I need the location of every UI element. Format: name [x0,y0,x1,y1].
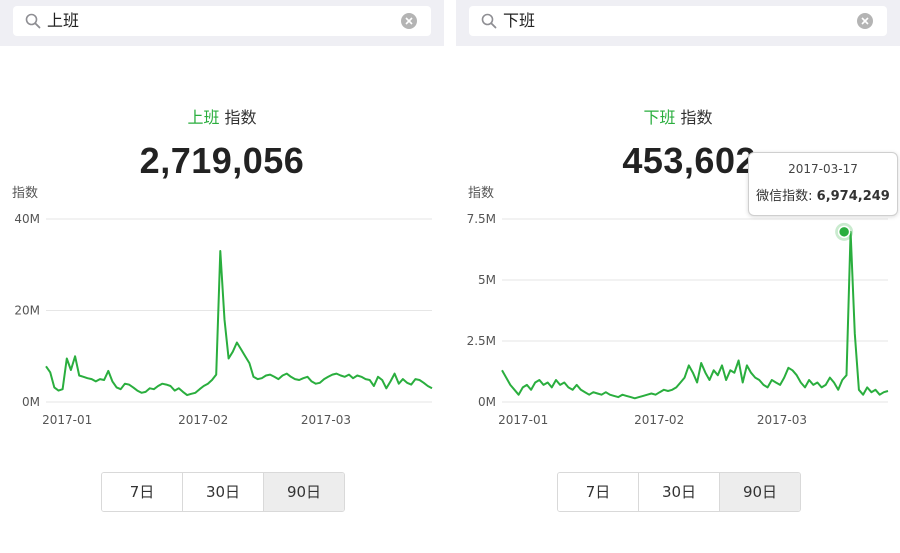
y-tick-label: 7.5M [467,212,496,226]
tab-30d[interactable]: 30日 [183,473,264,511]
index-value: 453,602 [622,140,756,181]
line-chart: 0M 20M 40M 2017-01 2017-02 2017-03 [14,212,433,427]
x-tick-label: 2017-03 [757,413,807,427]
tooltip-label: 微信指数: [756,189,817,204]
y-tick-label: 5M [478,273,496,287]
search-icon [481,13,497,29]
title-keyword: 上班 [187,108,220,127]
title-keyword: 下班 [643,108,676,127]
search-bar: 上班 [0,0,444,46]
clear-icon[interactable] [401,13,417,29]
y-axis-label: 指数 [468,186,495,201]
tooltip-date: 2017-03-17 [788,162,858,176]
clear-icon[interactable] [857,13,873,29]
tab-90d[interactable]: 90日 [264,473,344,511]
y-axis-label: 指数 [12,186,39,201]
search-query: 上班 [47,11,80,30]
data-tooltip: 2017-03-17 微信指数: 6,974,249 [748,152,898,216]
y-tick-label: 20M [14,304,40,318]
search-input[interactable]: 下班 [469,6,887,36]
y-tick-label: 40M [14,212,40,226]
search-query: 下班 [503,11,536,30]
tab-7d[interactable]: 7日 [558,473,639,511]
search-bar: 下班 [456,0,900,46]
x-tick-label: 2017-01 [498,413,548,427]
tab-7d[interactable]: 7日 [102,473,183,511]
panel-divider [444,0,456,553]
search-input[interactable]: 上班 [13,6,431,36]
title-suffix: 指数 [680,108,713,127]
title-suffix: 指数 [224,108,257,127]
y-tick-label: 0M [478,395,496,409]
tab-30d[interactable]: 30日 [639,473,720,511]
x-tick-label: 2017-02 [634,413,684,427]
x-tick-label: 2017-03 [301,413,351,427]
tooltip-value: 微信指数: 6,974,249 [749,185,897,204]
x-tick-label: 2017-02 [178,413,228,427]
index-title: 下班 指数 [456,104,900,128]
y-tick-label: 2.5M [467,334,496,348]
index-value: 2,719,056 [139,140,305,181]
search-icon [25,13,41,29]
right-panel: 下班 下班 指数 453,602 指数 0M 2.5M 5M 7.5M 2017-01 2… [456,0,900,553]
y-tick-label: 0M [22,395,40,409]
tab-90d[interactable]: 90日 [720,473,800,511]
highlight-point[interactable] [837,225,851,239]
series-line [501,230,889,400]
range-tabs: 7日 30日 90日 [557,472,801,512]
series-line [45,250,433,397]
line-chart: 0M 2.5M 5M 7.5M 2017-01 2017-02 2017-03 [467,212,889,427]
x-tick-label: 2017-01 [42,413,92,427]
tooltip-number: 6,974,249 [816,189,890,204]
left-panel: 上班 上班 指数 2,719,056 指数 0M 20M 40M 2017-01 201… [0,0,444,553]
index-title: 上班 指数 [0,104,444,128]
range-tabs: 7日 30日 90日 [101,472,345,512]
